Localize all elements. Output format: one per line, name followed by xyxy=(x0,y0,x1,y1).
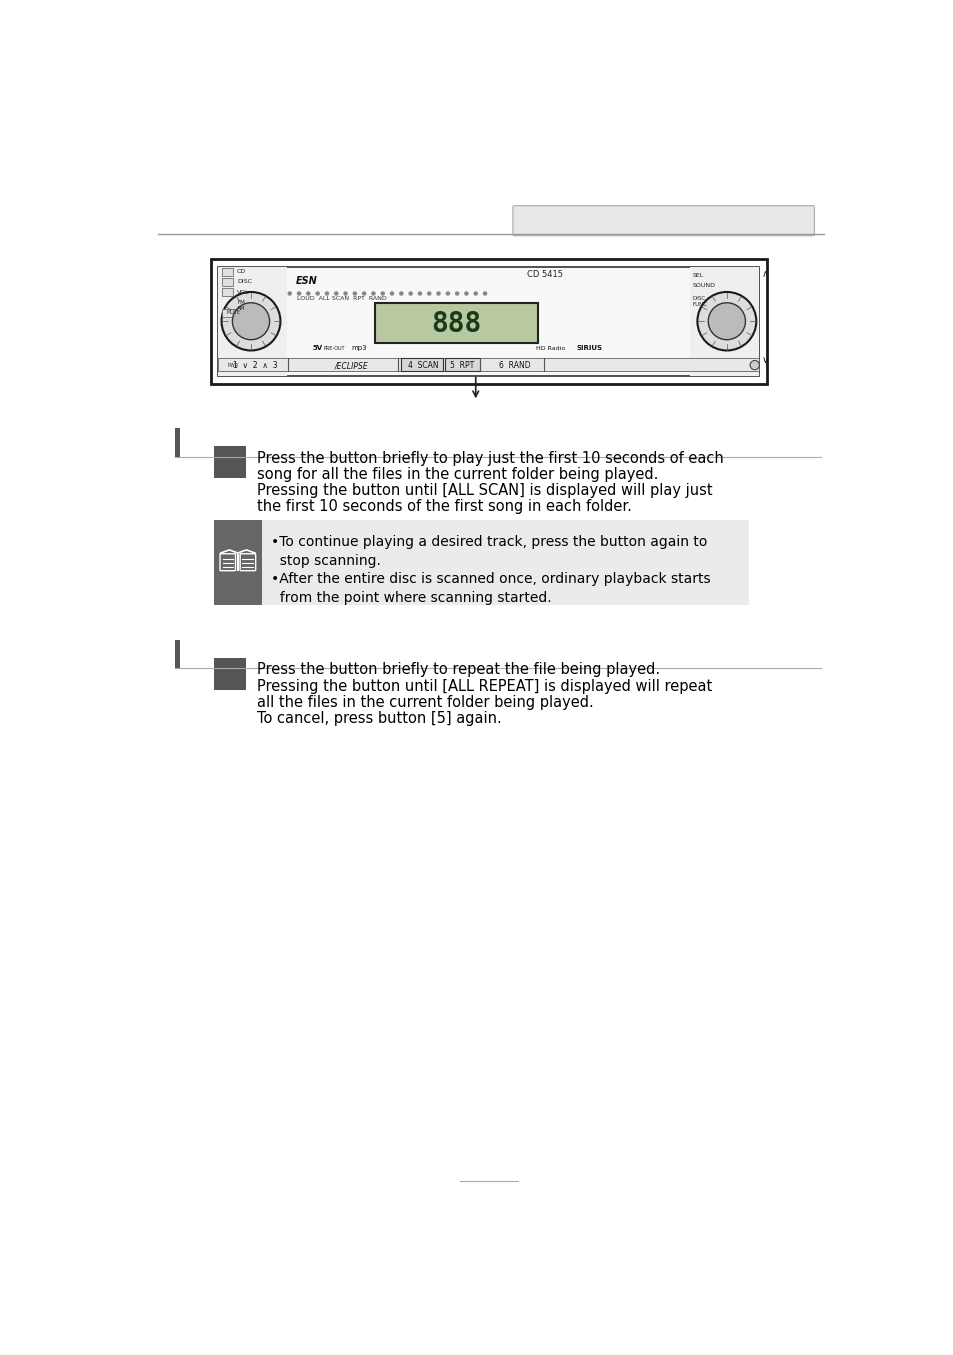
Text: ESN: ESN xyxy=(295,276,317,286)
Circle shape xyxy=(474,291,476,295)
Circle shape xyxy=(409,291,412,295)
Text: song for all the files in the current folder being played.: song for all the files in the current fo… xyxy=(257,466,658,482)
Circle shape xyxy=(418,291,421,295)
Text: AM: AM xyxy=(236,306,245,312)
Text: FUNC: FUNC xyxy=(692,302,707,306)
Text: To cancel, press button [5] again.: To cancel, press button [5] again. xyxy=(257,711,501,726)
Circle shape xyxy=(464,291,468,295)
Circle shape xyxy=(233,302,270,340)
Bar xyxy=(222,289,233,295)
Circle shape xyxy=(399,291,402,295)
Circle shape xyxy=(335,291,337,295)
Text: FM: FM xyxy=(236,301,245,305)
Circle shape xyxy=(707,302,744,340)
Bar xyxy=(174,428,180,457)
Bar xyxy=(218,267,759,375)
Text: ∨: ∨ xyxy=(761,355,768,364)
Text: stop scanning.: stop scanning. xyxy=(271,554,380,568)
Text: Pressing the button until [ALL REPEAT] is displayed will repeat: Pressing the button until [ALL REPEAT] i… xyxy=(257,679,712,694)
Bar xyxy=(375,302,537,343)
Circle shape xyxy=(297,291,300,295)
Text: SIRIUS: SIRIUS xyxy=(576,344,602,351)
Text: PRE-OUT: PRE-OUT xyxy=(323,346,344,351)
Circle shape xyxy=(372,291,375,295)
Text: PWR: PWR xyxy=(228,363,238,369)
Text: all the files in the current folder being played.: all the files in the current folder bein… xyxy=(257,695,594,710)
Text: from the point where scanning started.: from the point where scanning started. xyxy=(271,591,551,604)
Text: Pressing the button until [ALL SCAN] is displayed will play just: Pressing the button until [ALL SCAN] is … xyxy=(257,482,712,497)
Text: 1  ∨  2  ∧  3: 1 ∨ 2 ∧ 3 xyxy=(233,362,277,370)
Circle shape xyxy=(288,291,291,295)
Bar xyxy=(222,363,244,370)
Bar xyxy=(213,520,261,604)
Circle shape xyxy=(697,291,756,351)
Bar xyxy=(222,309,244,317)
Text: CD: CD xyxy=(236,268,246,274)
Text: SOUND: SOUND xyxy=(692,283,715,289)
Bar xyxy=(689,267,759,375)
Bar xyxy=(222,268,233,276)
Text: 5V: 5V xyxy=(313,344,323,351)
Circle shape xyxy=(344,291,347,295)
Text: Press the button briefly to play just the first 10 seconds of each: Press the button briefly to play just th… xyxy=(257,451,723,466)
Bar xyxy=(444,358,479,371)
Circle shape xyxy=(315,291,319,295)
Circle shape xyxy=(483,291,486,295)
Text: DISC: DISC xyxy=(236,279,252,285)
Bar xyxy=(174,640,180,668)
Text: DISC: DISC xyxy=(692,295,705,301)
Text: MUTE: MUTE xyxy=(226,309,240,314)
Text: ∧: ∧ xyxy=(761,268,768,279)
Circle shape xyxy=(427,291,431,295)
Circle shape xyxy=(221,291,280,351)
Text: mp3: mp3 xyxy=(352,344,367,351)
Bar xyxy=(211,259,766,383)
Text: •After the entire disc is scanned once, ordinary playback starts: •After the entire disc is scanned once, … xyxy=(271,572,710,587)
FancyBboxPatch shape xyxy=(513,206,814,236)
Bar xyxy=(213,657,246,690)
Circle shape xyxy=(381,291,384,295)
Bar xyxy=(400,358,443,371)
Circle shape xyxy=(325,291,328,295)
Text: 888: 888 xyxy=(431,310,481,339)
Text: 5  RPT: 5 RPT xyxy=(450,362,475,370)
Text: VOL: VOL xyxy=(236,290,250,295)
Bar xyxy=(218,358,759,371)
Circle shape xyxy=(362,291,365,295)
Text: HD Radio: HD Radio xyxy=(536,346,565,351)
Bar xyxy=(222,278,233,286)
Circle shape xyxy=(390,291,394,295)
Text: /ECLIPSE: /ECLIPSE xyxy=(335,362,368,370)
Bar xyxy=(213,520,748,604)
Text: 6  RAND: 6 RAND xyxy=(498,362,530,370)
Text: LOUD  ALL SCAN  RPT  RAND: LOUD ALL SCAN RPT RAND xyxy=(297,295,387,301)
Circle shape xyxy=(436,291,439,295)
Text: •To continue playing a desired track, press the button again to: •To continue playing a desired track, pr… xyxy=(271,535,707,549)
Text: CD 5415: CD 5415 xyxy=(527,270,563,279)
Text: Press the button briefly to repeat the file being played.: Press the button briefly to repeat the f… xyxy=(257,663,659,678)
Circle shape xyxy=(446,291,449,295)
Bar xyxy=(213,446,246,478)
Text: the first 10 seconds of the first song in each folder.: the first 10 seconds of the first song i… xyxy=(257,499,632,514)
Circle shape xyxy=(749,360,759,370)
Bar xyxy=(218,267,286,375)
Circle shape xyxy=(456,291,458,295)
Text: SEL: SEL xyxy=(692,272,703,278)
Circle shape xyxy=(307,291,310,295)
Circle shape xyxy=(353,291,356,295)
Text: 4  SCAN: 4 SCAN xyxy=(407,362,437,370)
